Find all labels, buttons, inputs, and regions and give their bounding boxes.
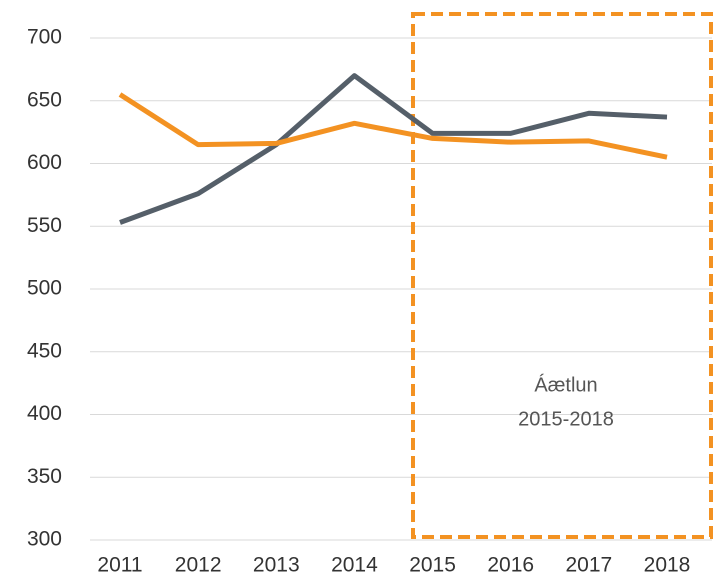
line-series [118, 92, 668, 160]
y-tick-label: 450 [27, 339, 62, 362]
y-tick-label: 650 [27, 88, 62, 111]
x-tick-label: 2016 [487, 554, 534, 577]
line-series [119, 73, 668, 225]
annotation: Áætlun [534, 373, 597, 396]
y-tick-label: 600 [27, 151, 62, 174]
x-tick-label: 2013 [253, 554, 300, 577]
x-tick-label: 2018 [644, 554, 691, 577]
y-tick-label: 400 [27, 402, 62, 425]
y-tick-label: 500 [27, 277, 62, 300]
y-tick-label: 350 [27, 465, 62, 488]
annotation: 2015-2018 [518, 408, 614, 430]
x-tick-label: 2011 [97, 554, 142, 577]
x-tick-label: 2012 [175, 554, 222, 577]
y-tick-label: 700 [27, 26, 62, 49]
forecast-box [411, 12, 713, 539]
y-tick-label: 550 [27, 214, 62, 237]
x-tick-label: 2014 [331, 554, 378, 577]
x-tick-label: 2017 [565, 554, 612, 577]
y-tick-label: 300 [27, 528, 62, 551]
x-tick-label: 2015 [409, 554, 456, 577]
